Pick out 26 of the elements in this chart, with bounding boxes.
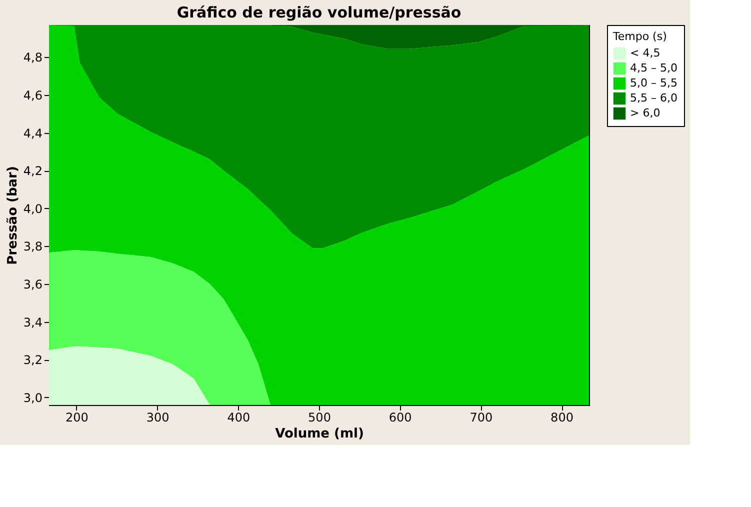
legend-label: 5,0 – 5,5 [630, 76, 678, 90]
y-tick-label: 3,0 [23, 390, 42, 405]
y-axis-title: Pressão (bar) [5, 166, 20, 265]
legend-label: > 6,0 [630, 106, 660, 120]
x-tick-label: 200 [66, 410, 88, 424]
y-tick-label: 4,0 [23, 202, 42, 216]
y-tick-label: 3,4 [23, 315, 42, 330]
x-axis-title: Volume (ml) [275, 426, 364, 442]
y-tick-label: 4,4 [23, 126, 42, 140]
y-tick-label: 4,2 [23, 164, 42, 178]
x-tick-label: 300 [146, 410, 170, 424]
y-tick-label: 4,8 [23, 50, 42, 65]
legend-label: 5,5 – 6,0 [630, 92, 678, 104]
x-tick-label: 500 [308, 410, 331, 424]
y-tick-label: 3,6 [23, 278, 42, 292]
legend-title: Tempo (s) [612, 30, 667, 43]
legend-label: 4,5 – 5,0 [630, 62, 678, 74]
y-tick-label: 3,8 [23, 240, 42, 254]
y-tick-label: 3,2 [23, 353, 42, 368]
x-tick-label: 700 [470, 410, 493, 424]
chart-title: Gráfico de região volume/pressão [176, 4, 462, 22]
x-tick-label: 800 [550, 410, 574, 424]
y-tick-label: 4,6 [23, 88, 42, 102]
x-tick-label: 400 [227, 410, 250, 424]
legend-label: < 4,5 [630, 46, 660, 60]
x-tick-label: 600 [388, 410, 412, 424]
